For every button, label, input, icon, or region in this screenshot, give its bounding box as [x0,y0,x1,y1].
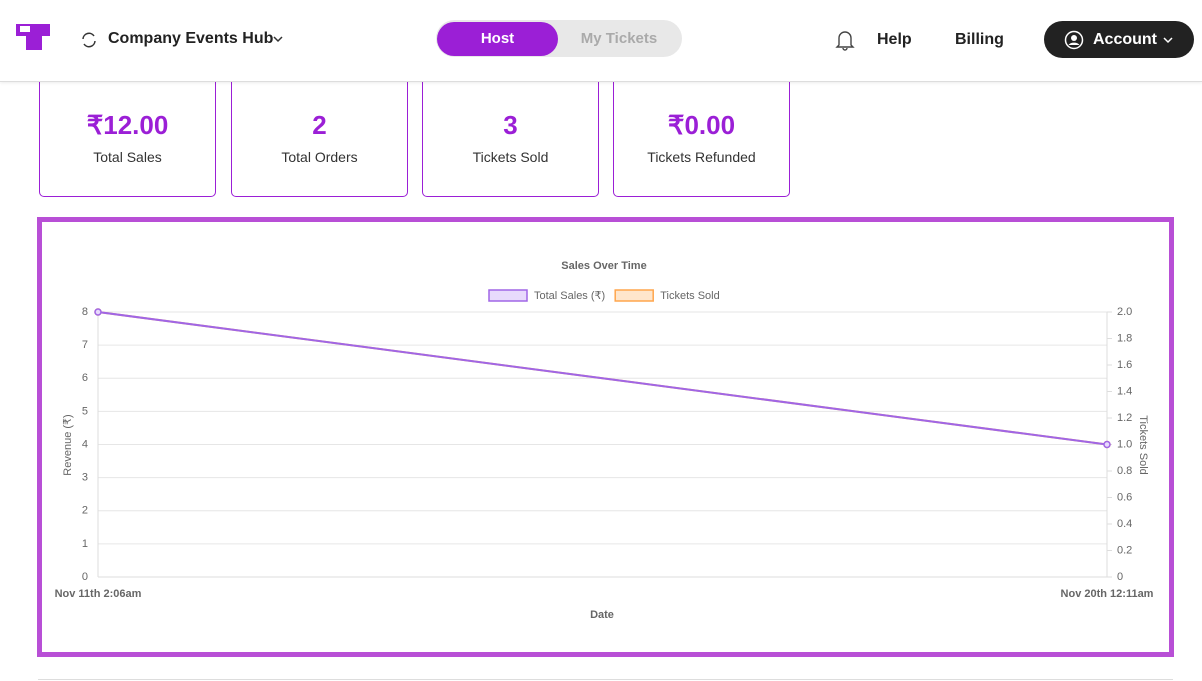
link[interactable]: Help [877,31,912,48]
legend-label: Tickets Sold [660,290,720,302]
y2-tick-label: 1.4 [1117,385,1132,397]
legend-swatch [614,289,654,302]
y-tick-label: 1 [82,538,88,550]
stat-value: ₹12.00 [86,110,169,140]
y-tick-label: 3 [82,472,88,484]
account-label: Account [1093,31,1157,48]
y2-tick-label: 2.0 [1117,306,1132,318]
y2-tick-label: 0.8 [1117,465,1132,477]
y-tick-label: 8 [82,306,88,318]
y2-axis-title: Tickets Sold [1137,415,1149,475]
stat-label: Tickets Sold [472,149,549,165]
header: Company Events Hub Host My Tickets Help … [0,0,1202,82]
data-point [1103,440,1111,449]
y-tick-label: 4 [82,438,88,450]
y2-tick-label: 0 [1117,571,1123,583]
y2-tick-label: 0.4 [1117,518,1132,530]
dropdown-icon[interactable] [272,34,284,44]
y2-tick-label: 1.2 [1117,412,1132,424]
bell-icon[interactable] [835,29,855,51]
x-tick-label: Nov 20th 12:11am [1061,588,1154,600]
tab-switch: Host My Tickets [436,20,682,57]
y-tick-label: 7 [82,339,88,351]
legend-swatch [488,289,528,302]
account-button[interactable]: Account [1044,21,1194,58]
tab[interactable]: My Tickets [580,30,658,47]
stat-value: 2 [312,110,327,140]
series-line [97,311,1108,446]
y2-tick-label: 1.6 [1117,359,1132,371]
tab[interactable]: Host [437,22,558,56]
user-icon [1064,30,1084,50]
y2-tick-label: 0.6 [1117,491,1132,503]
chart-box: Sales Over Time Revenue (₹) Tickets Sold… [37,217,1174,657]
dropdown-icon [1163,37,1173,44]
x-axis-title: Date [590,609,614,621]
y-tick-label: 2 [82,505,88,517]
y-tick-label: 6 [82,372,88,384]
stat-card: ₹12.00 Total Sales [39,60,216,197]
chart: Sales Over Time Revenue (₹) Tickets Sold… [55,260,1154,621]
workspace-name[interactable]: Company Events Hub [108,30,274,47]
y-axis-title: Revenue (₹) [62,414,74,475]
x-tick-label: Nov 11th 2:06am [55,588,142,600]
logo[interactable] [16,22,52,52]
y2-tick-label: 0.2 [1117,544,1132,556]
stat-label: Tickets Refunded [647,149,756,165]
data-point [94,308,102,316]
y2-tick-label: 1.8 [1117,332,1132,344]
switch-icon[interactable] [80,31,98,49]
stat-value: ₹0.00 [667,110,736,140]
y-tick-label: 0 [82,571,88,583]
stat-value: 3 [503,110,518,140]
stat-card: ₹0.00 Tickets Refunded [613,60,790,197]
y2-tick-label: 1.0 [1117,438,1132,450]
stat-label: Total Sales [93,149,162,165]
divider [38,679,1173,680]
stat-card: 3 Tickets Sold [422,60,599,197]
chart-title: Sales Over Time [561,260,646,272]
link[interactable]: Billing [955,31,1004,48]
stat-label: Total Orders [281,149,358,165]
stat-card: 2 Total Orders [231,60,408,197]
y-tick-label: 5 [82,405,88,417]
legend-label: Total Sales (₹) [534,290,605,302]
